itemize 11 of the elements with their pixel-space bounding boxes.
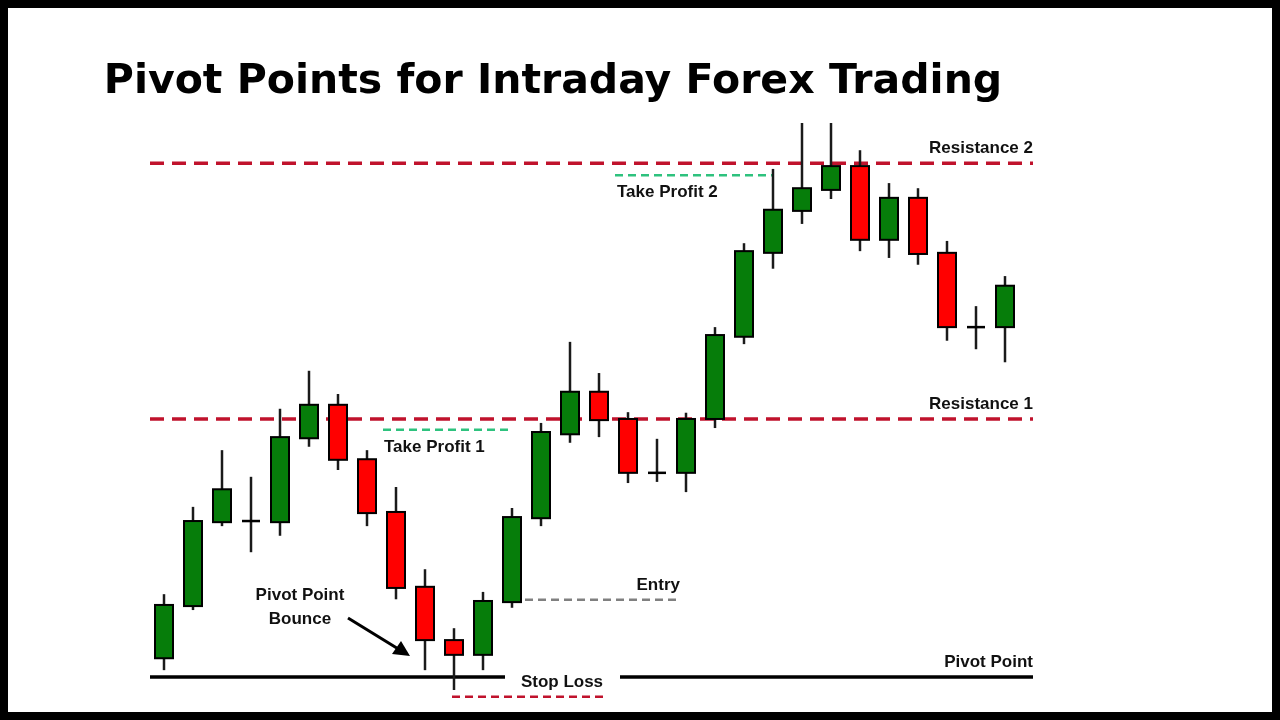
ref-line-label: Stop Loss xyxy=(520,671,604,691)
ref-line-label: Take Profit 2 xyxy=(617,182,718,202)
annotation: Pivot Point Bounce xyxy=(255,585,345,628)
ref-line-label: Resistance 2 xyxy=(929,138,1033,158)
chart-title: Pivot Points for Intraday Forex Trading xyxy=(103,55,1003,103)
candlestick xyxy=(821,121,841,201)
ref-line-label: Take Profit 1 xyxy=(384,436,485,456)
candlestick xyxy=(792,121,812,226)
ref-line-label: Resistance 1 xyxy=(929,393,1033,413)
ref-line-label: Entry xyxy=(636,574,681,594)
ref-line-label: Pivot Point xyxy=(944,651,1034,671)
